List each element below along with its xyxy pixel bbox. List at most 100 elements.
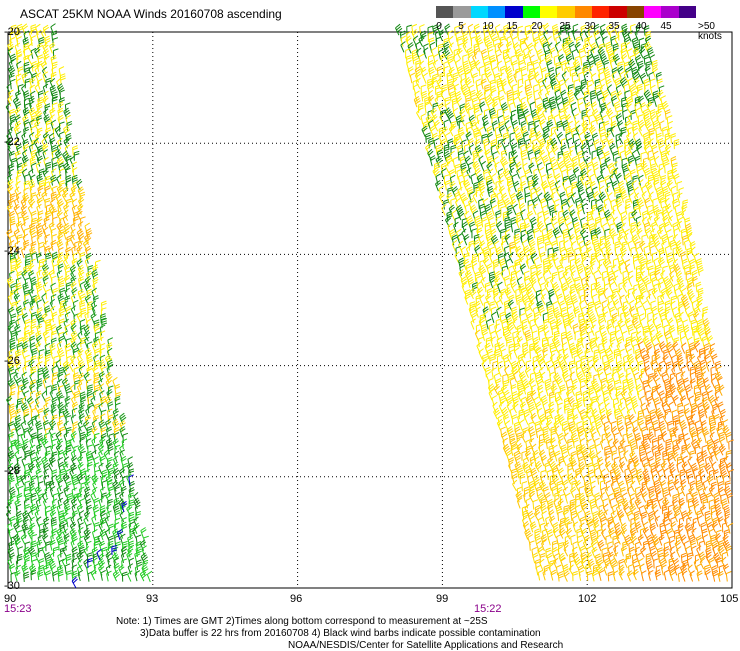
wind-barb (44, 349, 51, 360)
wind-barb (44, 197, 51, 209)
wind-barb (72, 299, 79, 311)
wind-barb (56, 221, 64, 233)
wind-barb (13, 521, 21, 533)
colorbar-tick: 25 (559, 21, 571, 32)
wind-barb (548, 365, 554, 377)
wind-barb (14, 353, 20, 366)
wind-barb (64, 311, 71, 323)
wind-barb (538, 438, 545, 450)
wind-barb (66, 355, 72, 366)
colorbar-swatch (540, 6, 558, 18)
wind-barb (598, 96, 605, 108)
wind-barb (641, 300, 648, 312)
wind-barb (72, 216, 79, 227)
wind-barb (9, 31, 16, 42)
wind-barb (92, 365, 99, 377)
wind-barb (23, 571, 30, 582)
wind-barb (7, 557, 13, 569)
wind-barb (677, 192, 683, 204)
wind-barb (93, 384, 101, 396)
wind-barb (21, 162, 28, 174)
wind-barb (106, 359, 114, 371)
wind-barb (92, 389, 98, 401)
wind-barb (590, 324, 596, 336)
wind-barb (76, 353, 83, 365)
wind-barb (630, 473, 638, 485)
wind-barb (52, 287, 59, 299)
wind-barb (79, 437, 85, 449)
wind-barb (413, 95, 421, 108)
wind-barb (73, 150, 80, 161)
wind-barb (628, 305, 636, 318)
wind-barb (93, 360, 100, 371)
wind-barb (87, 301, 93, 312)
wind-barb (44, 359, 50, 371)
wind-barb (529, 216, 537, 228)
wind-barb (628, 275, 634, 287)
wind-barb (13, 228, 20, 240)
wind-barb (64, 383, 71, 395)
wind-barb (662, 516, 669, 528)
wind-barb (523, 486, 530, 497)
wind-barb (30, 569, 37, 581)
wind-barb (632, 175, 639, 186)
wind-barb (69, 155, 75, 168)
wind-barb (9, 234, 16, 246)
wind-barb (23, 126, 30, 138)
wind-barb (411, 53, 419, 65)
wind-barb (8, 150, 15, 162)
wind-barb (593, 384, 601, 396)
wind-barb (725, 545, 732, 557)
wind-barb (630, 221, 637, 233)
wind-barb (92, 281, 98, 293)
wind-barb (718, 444, 726, 456)
wind-barb (15, 180, 21, 193)
wind-barb (58, 366, 65, 378)
wind-barb (14, 120, 22, 132)
wind-barb (36, 384, 43, 396)
colorbar-swatch (626, 6, 645, 18)
wind-barb (537, 192, 543, 204)
wind-barb (612, 438, 619, 450)
wind-barb (119, 412, 127, 425)
wind-barb (98, 377, 104, 390)
wind-barb (9, 53, 17, 65)
wind-barb (85, 438, 92, 449)
wind-barb (42, 226, 49, 239)
wind-barb (647, 539, 654, 551)
wind-barb (112, 569, 120, 582)
wind-barb (553, 557, 559, 570)
wind-barb (498, 401, 505, 414)
wind-barb (648, 132, 655, 144)
wind-barb (533, 41, 539, 54)
wind-barb (50, 119, 57, 131)
wind-barb (44, 396, 51, 408)
wind-barb (54, 149, 63, 161)
wind-barb (9, 337, 16, 348)
wind-barb (645, 281, 652, 293)
wind-barb (28, 358, 35, 371)
wind-barb (697, 264, 704, 276)
wind-barb (531, 281, 537, 293)
wind-barb (14, 498, 21, 511)
wind-barb (7, 360, 15, 372)
wind-barb (101, 492, 107, 503)
wind-barb (31, 217, 37, 228)
wind-barb (527, 474, 533, 486)
wind-barb (683, 239, 690, 251)
wind-barb (643, 540, 649, 551)
wind-barb (50, 347, 56, 359)
wind-barb (48, 179, 55, 191)
wind-barb (35, 312, 43, 324)
wind-barb (51, 365, 57, 377)
wind-barb (63, 203, 70, 215)
wind-barb (639, 72, 647, 85)
wind-barb (87, 359, 94, 371)
wind-barb (36, 155, 43, 167)
wind-barb (572, 437, 579, 449)
wind-barb (146, 570, 153, 583)
wind-barb (52, 372, 58, 383)
wind-barb (5, 137, 13, 150)
wind-barb (57, 419, 64, 431)
wind-barb (7, 378, 15, 390)
